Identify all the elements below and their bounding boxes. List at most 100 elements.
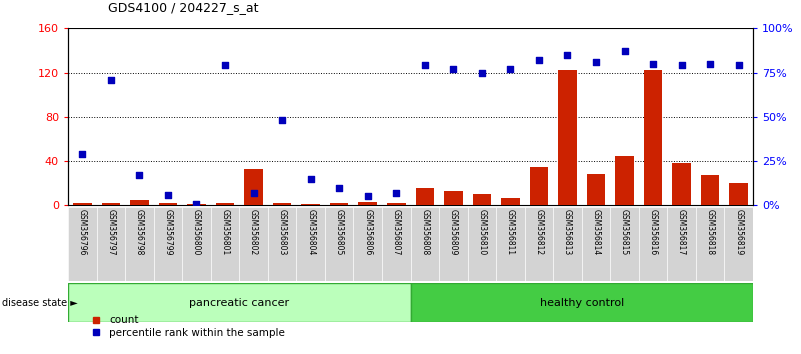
Bar [358, 202, 377, 205]
Text: GSM356815: GSM356815 [620, 209, 629, 256]
Bar [638, 207, 667, 281]
Text: GSM356796: GSM356796 [78, 209, 87, 256]
Point [618, 48, 631, 54]
Bar [610, 207, 638, 281]
Bar [301, 204, 320, 205]
Bar [501, 198, 520, 205]
Bar [244, 169, 263, 205]
Point [561, 52, 574, 58]
Text: GSM356811: GSM356811 [506, 209, 515, 256]
Text: GSM356809: GSM356809 [449, 209, 458, 256]
Bar [701, 176, 719, 205]
Text: GSM356808: GSM356808 [421, 209, 429, 256]
Bar [182, 207, 211, 281]
Text: GSM356802: GSM356802 [249, 209, 258, 256]
Point [219, 63, 231, 68]
Bar [273, 203, 292, 205]
Legend: count, percentile rank within the sample: count, percentile rank within the sample [82, 311, 289, 342]
Bar [296, 207, 325, 281]
Point [590, 59, 602, 65]
Bar [211, 207, 239, 281]
Point [104, 77, 117, 82]
Text: GSM356810: GSM356810 [477, 209, 486, 256]
Bar [410, 207, 439, 281]
Point [504, 66, 517, 72]
Bar [130, 200, 149, 205]
Bar [730, 183, 748, 205]
Bar [154, 207, 182, 281]
Point [76, 151, 89, 157]
Text: GSM356819: GSM356819 [735, 209, 743, 256]
Text: GSM356797: GSM356797 [107, 209, 115, 256]
Bar [330, 203, 348, 205]
Bar [586, 175, 606, 205]
Bar [215, 203, 235, 205]
Text: GSM356805: GSM356805 [335, 209, 344, 256]
Bar [696, 207, 724, 281]
Bar [615, 155, 634, 205]
Bar [68, 283, 410, 322]
Bar [239, 207, 268, 281]
Bar [387, 203, 405, 205]
Point [304, 176, 317, 182]
Bar [410, 283, 753, 322]
Bar [382, 207, 410, 281]
Text: GSM356801: GSM356801 [220, 209, 230, 256]
Point [133, 172, 146, 178]
Point [361, 194, 374, 199]
Bar [444, 191, 463, 205]
Text: GSM356807: GSM356807 [392, 209, 400, 256]
Text: GSM356806: GSM356806 [363, 209, 372, 256]
Bar [73, 203, 91, 205]
Bar [353, 207, 382, 281]
Point [390, 190, 403, 196]
Point [675, 63, 688, 68]
Bar [97, 207, 125, 281]
Text: GSM356804: GSM356804 [306, 209, 315, 256]
Bar [558, 70, 577, 205]
Bar [159, 203, 177, 205]
Bar [525, 207, 553, 281]
Text: healthy control: healthy control [540, 298, 624, 308]
Bar [529, 167, 548, 205]
Bar [496, 207, 525, 281]
Point [162, 192, 175, 198]
Bar [672, 163, 691, 205]
Bar [582, 207, 610, 281]
Bar [268, 207, 296, 281]
Bar [325, 207, 353, 281]
Text: GSM356818: GSM356818 [706, 209, 714, 256]
Point [447, 66, 460, 72]
Bar [667, 207, 696, 281]
Bar [416, 188, 434, 205]
Text: GSM356798: GSM356798 [135, 209, 144, 256]
Text: GSM356817: GSM356817 [677, 209, 686, 256]
Point [276, 118, 288, 123]
Point [248, 190, 260, 196]
Text: GDS4100 / 204227_s_at: GDS4100 / 204227_s_at [108, 1, 259, 14]
Text: GSM356800: GSM356800 [192, 209, 201, 256]
Bar [724, 207, 753, 281]
Text: disease state ►: disease state ► [2, 298, 78, 308]
Text: GSM356812: GSM356812 [534, 209, 543, 256]
Bar [439, 207, 468, 281]
Point [533, 57, 545, 63]
Bar [473, 194, 491, 205]
Point [732, 63, 745, 68]
Bar [187, 204, 206, 205]
Text: GSM356803: GSM356803 [278, 209, 287, 256]
Text: pancreatic cancer: pancreatic cancer [189, 298, 289, 308]
Point [704, 61, 717, 67]
Bar [125, 207, 154, 281]
Bar [644, 70, 662, 205]
Point [476, 70, 489, 75]
Text: GSM356813: GSM356813 [563, 209, 572, 256]
Point [418, 63, 431, 68]
Bar [102, 203, 120, 205]
Bar [553, 207, 582, 281]
Text: GSM356799: GSM356799 [163, 209, 172, 256]
Bar [68, 207, 97, 281]
Point [646, 61, 659, 67]
Point [190, 201, 203, 206]
Bar [468, 207, 496, 281]
